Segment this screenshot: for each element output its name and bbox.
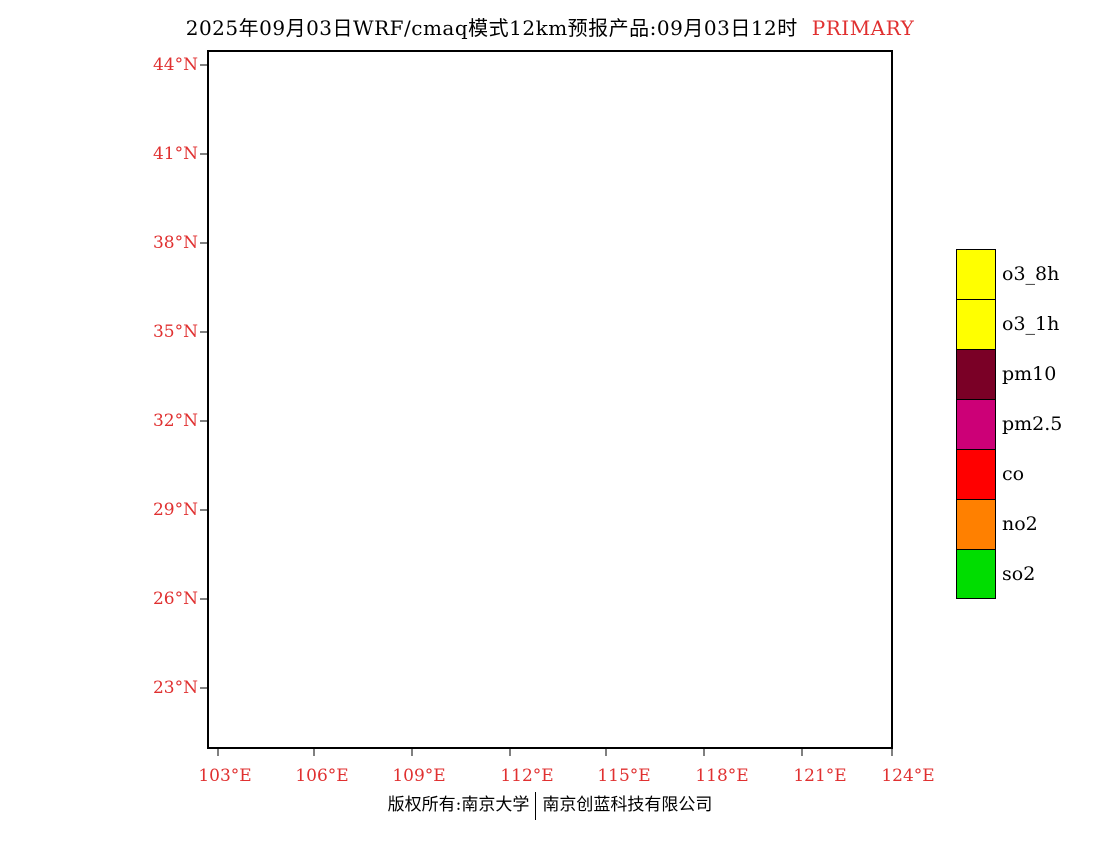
lon-label-118: 118°E: [695, 766, 749, 786]
lat-ticks: [200, 64, 208, 689]
lon-label-106: 106°E: [295, 766, 349, 786]
lon-label-109: 109°E: [392, 766, 446, 786]
legend-swatch: [956, 499, 996, 549]
legend-item-co: co: [956, 449, 1096, 499]
legend-label: o3_1h: [1002, 313, 1060, 335]
legend-label: pm10: [1002, 363, 1057, 385]
lat-label-35: 35°N: [152, 322, 198, 342]
footer-right: 南京创蓝科技有限公司: [542, 795, 713, 815]
lon-ticks: [217, 748, 893, 756]
legend-swatch: [956, 399, 996, 449]
lon-label-103: 103°E: [198, 766, 252, 786]
legend-swatch: [956, 549, 996, 599]
lat-label-44: 44°N: [152, 55, 198, 75]
lon-label-112: 112°E: [500, 766, 554, 786]
lat-label-23: 23°N: [152, 678, 198, 698]
legend-item-no2: no2: [956, 499, 1096, 549]
legend-label: pm2.5: [1002, 413, 1063, 435]
legend-item-pm10: pm10: [956, 349, 1096, 399]
legend-label: o3_8h: [1002, 263, 1060, 285]
legend-item-o3-8h: o3_8h: [956, 249, 1096, 299]
legend: o3_8h o3_1h pm10 pm2.5 co no2 so2: [956, 249, 1096, 599]
lon-label-121: 121°E: [793, 766, 847, 786]
lat-label-29: 29°N: [152, 500, 198, 520]
lon-label-124: 124°E: [881, 766, 935, 786]
title-main: 2025年09月03日WRF/cmaq模式12km预报产品:09月03日12时: [185, 16, 798, 40]
footer-left: 版权所有:南京大学: [387, 795, 530, 815]
footer-separator: [535, 791, 537, 820]
lat-label-32: 32°N: [152, 411, 198, 431]
lon-label-115: 115°E: [597, 766, 651, 786]
chart-title: 2025年09月03日WRF/cmaq模式12km预报产品:09月03日12时 P…: [0, 12, 1100, 41]
legend-label: so2: [1002, 563, 1036, 585]
copyright-footer: 版权所有:南京大学 南京创蓝科技有限公司: [0, 790, 1100, 820]
title-tag: PRIMARY: [811, 16, 915, 40]
legend-swatch: [956, 449, 996, 499]
lat-label-26: 26°N: [152, 589, 198, 609]
lat-label-41: 41°N: [152, 144, 198, 164]
legend-label: co: [1002, 463, 1025, 485]
legend-swatch: [956, 299, 996, 349]
legend-label: no2: [1002, 513, 1038, 535]
legend-swatch: [956, 349, 996, 399]
legend-item-pm25: pm2.5: [956, 399, 1096, 449]
lat-label-38: 38°N: [152, 233, 198, 253]
legend-swatch: [956, 249, 996, 299]
legend-item-o3-1h: o3_1h: [956, 299, 1096, 349]
map-frame: [207, 50, 893, 749]
legend-item-so2: so2: [956, 549, 1096, 599]
